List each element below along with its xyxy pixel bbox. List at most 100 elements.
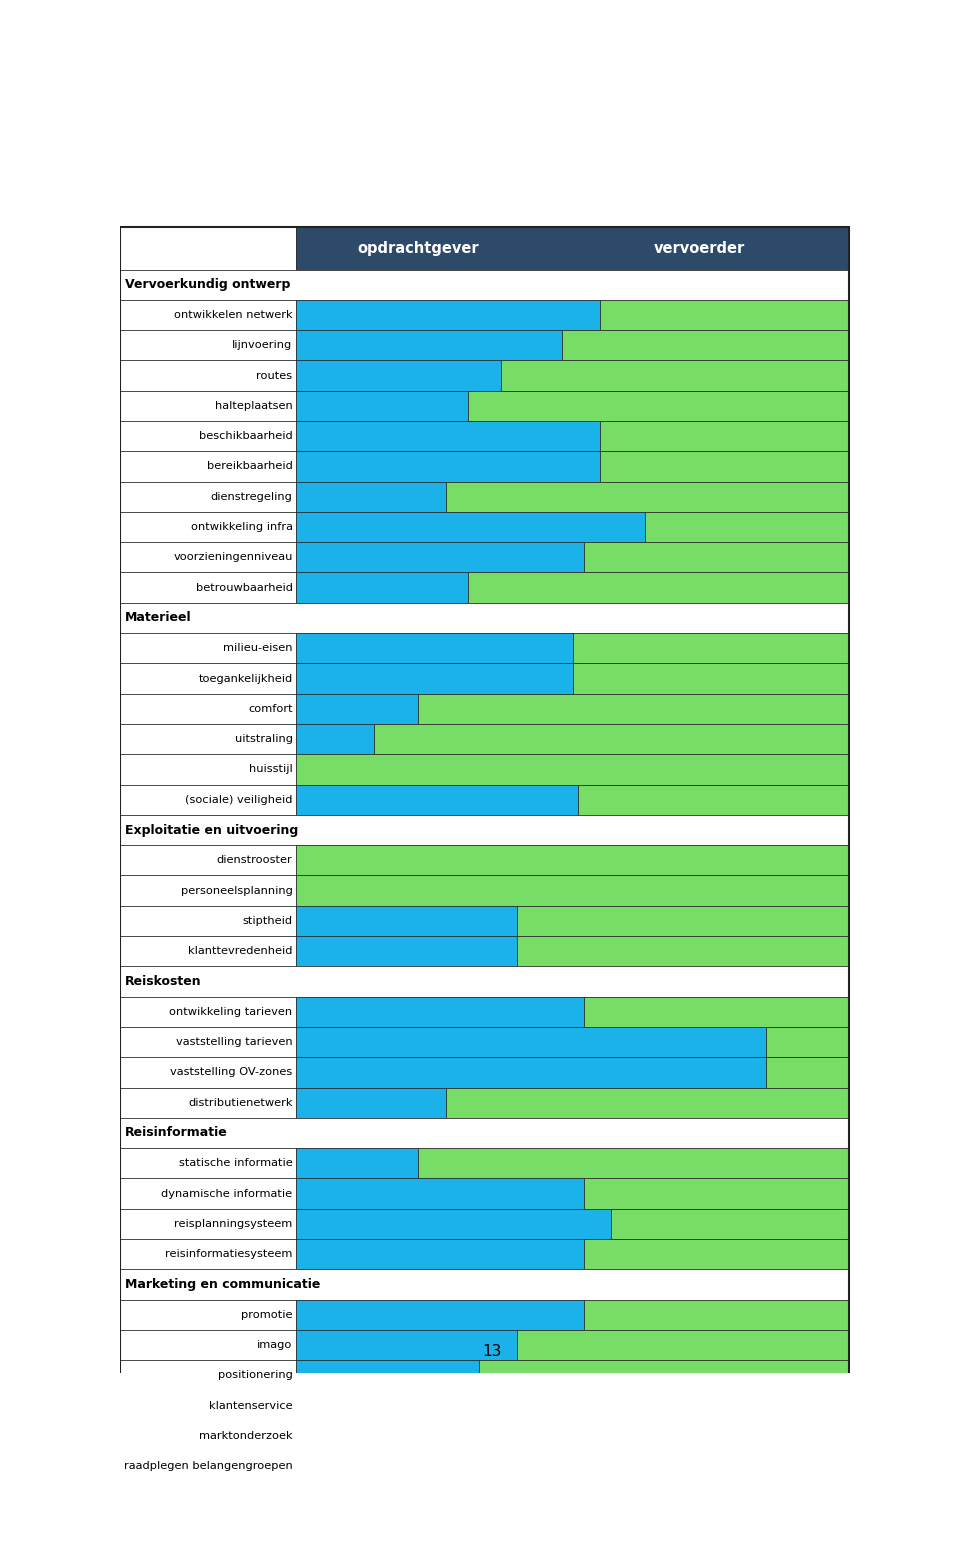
Bar — [297, 227, 849, 270]
Bar — [418, 1148, 849, 1179]
Text: reisplanningsysteem: reisplanningsysteem — [175, 1219, 293, 1228]
Text: beschikbaarheid: beschikbaarheid — [199, 430, 293, 441]
Text: statische informatie: statische informatie — [179, 1159, 293, 1168]
Bar — [418, 694, 849, 724]
Text: dynamische informatie: dynamische informatie — [161, 1188, 293, 1199]
Bar — [573, 633, 849, 663]
Bar — [297, 906, 517, 937]
Bar — [297, 633, 573, 663]
Bar — [600, 451, 849, 481]
Text: marktonderzoek: marktonderzoek — [199, 1430, 293, 1441]
Bar — [120, 270, 849, 299]
Text: vaststelling OV-zones: vaststelling OV-zones — [170, 1068, 293, 1077]
Bar — [297, 875, 849, 906]
Text: huisstijl: huisstijl — [249, 764, 293, 775]
Bar — [120, 1330, 297, 1361]
Text: toegankelijkheid: toegankelijkheid — [199, 674, 293, 684]
Bar — [297, 724, 373, 755]
Text: ontwikkeling tarieven: ontwikkeling tarieven — [170, 1006, 293, 1017]
Bar — [120, 663, 297, 694]
Text: positionering: positionering — [218, 1370, 293, 1381]
Bar — [562, 330, 849, 361]
Text: stiptheid: stiptheid — [243, 917, 293, 926]
Text: ontwikkeling infra: ontwikkeling infra — [191, 522, 293, 532]
Bar — [120, 1270, 849, 1299]
Bar — [297, 1330, 517, 1361]
Text: betrouwbaarheid: betrouwbaarheid — [196, 583, 293, 593]
Text: Materieel: Materieel — [125, 611, 192, 625]
Bar — [120, 299, 297, 330]
Bar — [120, 633, 297, 663]
Bar — [120, 1057, 297, 1088]
Bar — [584, 1239, 849, 1270]
Bar — [766, 1057, 849, 1088]
Bar — [297, 1179, 584, 1208]
Text: milieu-eisen: milieu-eisen — [223, 643, 293, 653]
Bar — [120, 572, 297, 603]
Bar — [120, 542, 297, 572]
Bar — [120, 694, 297, 724]
Text: Reisinformatie: Reisinformatie — [125, 1126, 228, 1139]
Bar — [584, 1179, 849, 1208]
Bar — [644, 512, 849, 542]
Text: Reiskosten: Reiskosten — [125, 975, 202, 988]
Bar — [479, 1361, 849, 1390]
Text: reisinformatiesysteem: reisinformatiesysteem — [165, 1250, 293, 1259]
Bar — [418, 1390, 849, 1421]
Text: distributienetwerk: distributienetwerk — [188, 1097, 293, 1108]
Bar — [297, 1450, 517, 1481]
Bar — [120, 997, 297, 1028]
Bar — [297, 390, 468, 421]
Bar — [297, 512, 644, 542]
Bar — [120, 1390, 297, 1421]
Bar — [297, 694, 418, 724]
Bar — [120, 421, 297, 451]
Bar — [120, 815, 849, 846]
Bar — [600, 299, 849, 330]
Text: lijnvoering: lijnvoering — [232, 341, 293, 350]
Bar — [578, 784, 849, 815]
Bar — [120, 937, 297, 966]
Bar — [120, 906, 297, 937]
Bar — [120, 784, 297, 815]
Bar — [120, 1148, 297, 1179]
Text: voorzieningenniveau: voorzieningenniveau — [173, 552, 293, 562]
Text: vaststelling tarieven: vaststelling tarieven — [176, 1037, 293, 1048]
Text: comfort: comfort — [248, 704, 293, 714]
Bar — [120, 451, 297, 481]
Bar — [468, 572, 849, 603]
Bar — [120, 1208, 297, 1239]
Text: klanttevredenheid: klanttevredenheid — [188, 946, 293, 957]
Bar — [120, 1088, 297, 1117]
Bar — [297, 784, 578, 815]
Bar — [600, 421, 849, 451]
Text: Marketing en communicatie: Marketing en communicatie — [125, 1278, 321, 1291]
Text: vervoerder: vervoerder — [655, 241, 746, 256]
Bar — [297, 1390, 418, 1421]
Bar — [584, 997, 849, 1028]
Text: opdrachtgever: opdrachtgever — [357, 241, 479, 256]
Bar — [517, 1450, 849, 1481]
Bar — [297, 421, 600, 451]
Text: imago: imago — [257, 1339, 293, 1350]
Bar — [584, 542, 849, 572]
Text: promotie: promotie — [241, 1310, 293, 1319]
Bar — [297, 1028, 766, 1057]
Text: personeelsplanning: personeelsplanning — [180, 886, 293, 895]
Bar — [297, 846, 849, 875]
Bar — [297, 1057, 766, 1088]
Bar — [120, 755, 297, 784]
Text: raadplegen belangengroepen: raadplegen belangengroepen — [124, 1461, 293, 1470]
Bar — [120, 227, 297, 270]
Bar — [445, 481, 849, 512]
Bar — [297, 1239, 584, 1270]
Bar — [612, 1208, 849, 1239]
Bar — [468, 390, 849, 421]
Text: bereikbaarheid: bereikbaarheid — [206, 461, 293, 472]
Text: dienstregeling: dienstregeling — [211, 492, 293, 501]
Bar — [120, 390, 297, 421]
Text: routes: routes — [256, 370, 293, 381]
Text: klantenservice: klantenservice — [209, 1401, 293, 1410]
Bar — [120, 1117, 849, 1148]
Text: halteplaatsen: halteplaatsen — [215, 401, 293, 410]
